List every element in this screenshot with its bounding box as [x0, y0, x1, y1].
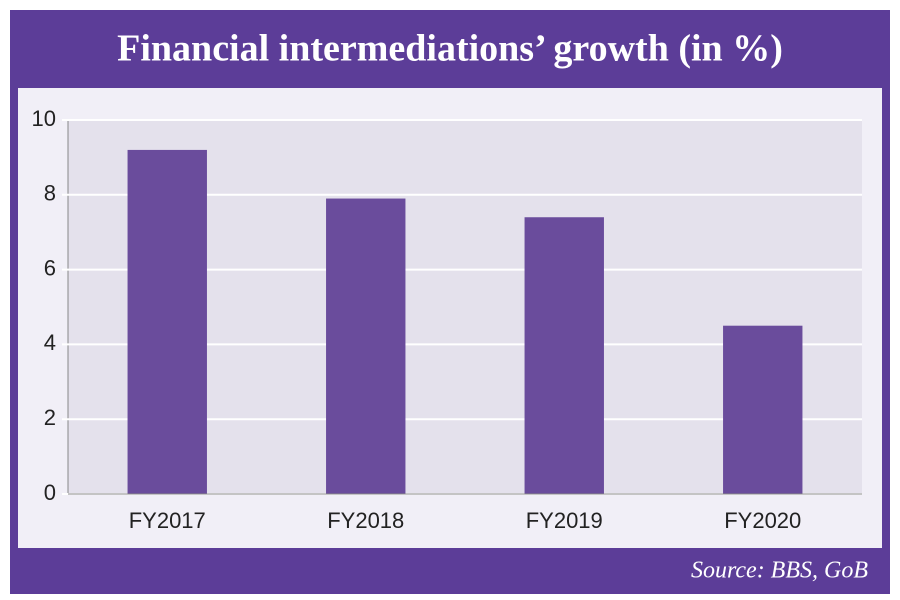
y-tick-label: 8	[44, 181, 56, 206]
bar	[723, 325, 803, 494]
y-tick-label: 6	[44, 255, 56, 280]
x-tick-label: FY2017	[129, 508, 206, 533]
bar	[524, 217, 604, 495]
x-tick-label: FY2020	[724, 508, 801, 533]
y-tick-label: 2	[44, 405, 56, 430]
x-tick-label: FY2019	[526, 508, 603, 533]
x-tick-label: FY2018	[327, 508, 404, 533]
source-note: Source: BBS, GoB	[691, 558, 868, 584]
y-tick-label: 0	[44, 480, 56, 505]
chart-title: Financial intermediations’ growth (in %)	[117, 28, 783, 70]
bar	[127, 149, 207, 495]
y-tick-label: 4	[44, 330, 56, 355]
bar	[326, 198, 406, 495]
y-tick-label: 10	[32, 106, 56, 131]
